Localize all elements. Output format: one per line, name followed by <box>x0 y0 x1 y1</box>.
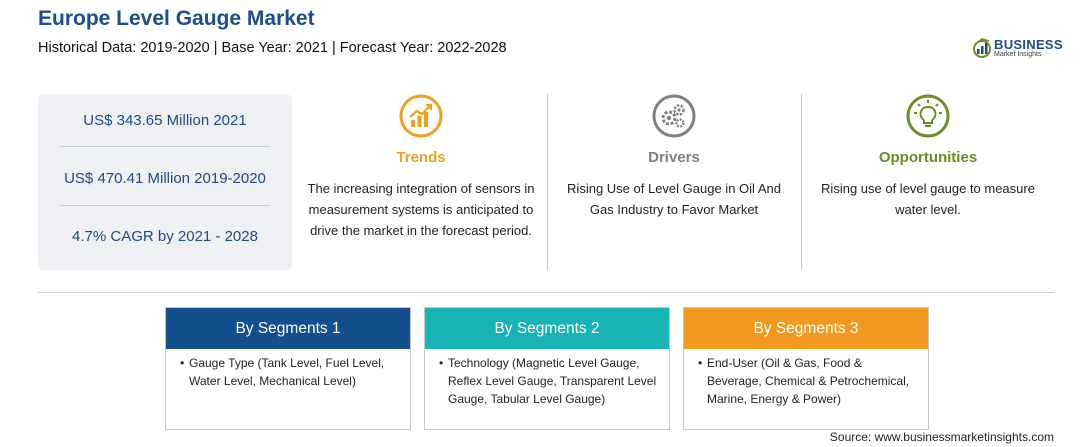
bullet-icon: • <box>698 356 703 370</box>
trends-column: Trends The increasing integration of sen… <box>296 94 546 270</box>
segment-2-title: By Segments 2 <box>425 308 669 349</box>
segment-card-1: By Segments 1 • Gauge Type (Tank Level, … <box>165 307 411 430</box>
trend-chart-icon <box>399 94 443 138</box>
column-divider <box>547 94 548 270</box>
opportunities-text: Rising use of level gauge to measure wat… <box>821 181 1035 217</box>
trends-heading: Trends <box>396 149 446 166</box>
stat-divider <box>60 205 270 206</box>
bullet-icon: • <box>180 356 185 370</box>
segment-card-3: By Segments 3 • End-User (Oil & Gas, Foo… <box>683 307 929 430</box>
segment-card-2: By Segments 2 • Technology (Magnetic Lev… <box>424 307 670 430</box>
market-stats-panel: US$ 343.65 Million 2021 US$ 470.41 Milli… <box>38 94 292 270</box>
logo-globe-icon <box>973 38 991 58</box>
cagr-value: 4.7% CAGR by 2021 - 2028 <box>72 228 258 245</box>
page-subtitle: Historical Data: 2019-2020 | Base Year: … <box>38 40 507 56</box>
column-divider <box>801 94 802 270</box>
page-title: Europe Level Gauge Market <box>38 7 315 30</box>
drivers-heading: Drivers <box>648 149 700 166</box>
segment-1-title: By Segments 1 <box>166 308 410 349</box>
lightbulb-icon <box>906 94 950 138</box>
brand-logo: BUSINESS Market Insights <box>972 36 1063 62</box>
opportunities-column: Opportunities Rising use of level gauge … <box>802 94 1054 270</box>
segment-3-text: End-User (Oil & Gas, Food & Beverage, Ch… <box>707 356 910 406</box>
historical-value: US$ 470.41 Million 2019-2020 <box>64 170 266 187</box>
bullet-icon: • <box>439 356 444 370</box>
drivers-column: Drivers Rising Use of Level Gauge in Oil… <box>548 94 800 270</box>
segment-2-text: Technology (Magnetic Level Gauge, Reflex… <box>448 356 657 406</box>
segment-3-title: By Segments 3 <box>684 308 928 349</box>
stat-divider <box>60 146 270 147</box>
logo-wordmark: BUSINESS <box>994 37 1063 52</box>
market-size-value: US$ 343.65 Million 2021 <box>83 112 247 129</box>
gears-icon <box>652 94 696 138</box>
segment-1-text: Gauge Type (Tank Level, Fuel Level, Wate… <box>189 356 385 388</box>
logo-tagline: Market Insights <box>994 51 1042 58</box>
source-link[interactable]: Source: www.businessmarketinsights.com <box>829 430 1054 444</box>
opportunities-heading: Opportunities <box>878 149 978 166</box>
section-divider <box>38 292 1054 293</box>
drivers-text: Rising Use of Level Gauge in Oil And Gas… <box>567 181 781 217</box>
trends-text: The increasing integration of sensors in… <box>307 181 535 238</box>
